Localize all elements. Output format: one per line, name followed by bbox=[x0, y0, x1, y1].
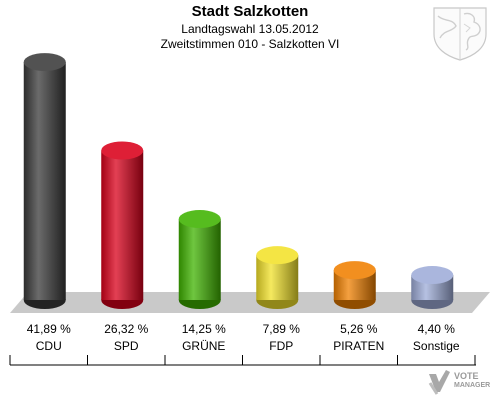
chart-title: Stadt Salzkotten bbox=[191, 3, 309, 20]
category-label: SPD bbox=[114, 339, 139, 353]
bar-grüne bbox=[178, 210, 221, 309]
vote-manager-logo-icon bbox=[428, 370, 450, 395]
value-label: 14,25 % bbox=[182, 322, 226, 336]
logo-line2: MANAGER bbox=[454, 382, 491, 389]
category-label: PIRATEN bbox=[333, 339, 384, 353]
bar-body bbox=[101, 150, 144, 300]
bar-sonstige bbox=[411, 266, 454, 309]
category-label: FDP bbox=[269, 339, 293, 353]
bar-body bbox=[178, 219, 221, 300]
bar-body bbox=[23, 62, 66, 300]
category-label: GRÜNE bbox=[182, 339, 225, 353]
bar-top bbox=[333, 261, 376, 280]
bar-cdu bbox=[23, 53, 66, 309]
value-label: 5,26 % bbox=[340, 322, 378, 336]
value-label: 7,89 % bbox=[263, 322, 301, 336]
bar-top bbox=[23, 53, 66, 72]
vote-manager-logo-text: VOTE MANAGER bbox=[454, 371, 490, 391]
category-label: CDU bbox=[36, 339, 62, 353]
bar-top bbox=[101, 141, 144, 160]
logo-line1: VOTE bbox=[454, 371, 479, 381]
bar-piraten bbox=[333, 261, 376, 309]
bar-spd bbox=[101, 141, 144, 309]
value-label: 4,40 % bbox=[418, 322, 456, 336]
bar-top bbox=[178, 210, 221, 229]
value-label: 26,32 % bbox=[104, 322, 148, 336]
coat-of-arms-icon bbox=[433, 7, 487, 61]
bar-top bbox=[256, 246, 299, 265]
category-label: Sonstige bbox=[413, 339, 460, 353]
bar-top bbox=[411, 266, 454, 285]
value-label: 41,89 % bbox=[27, 322, 71, 336]
chart-subtitle-election: Landtagswahl 13.05.2012 bbox=[181, 22, 319, 36]
chart-subtitle-district: Zweitstimmen 010 - Salzkotten VI bbox=[160, 37, 340, 51]
bar-fdp bbox=[256, 246, 299, 309]
